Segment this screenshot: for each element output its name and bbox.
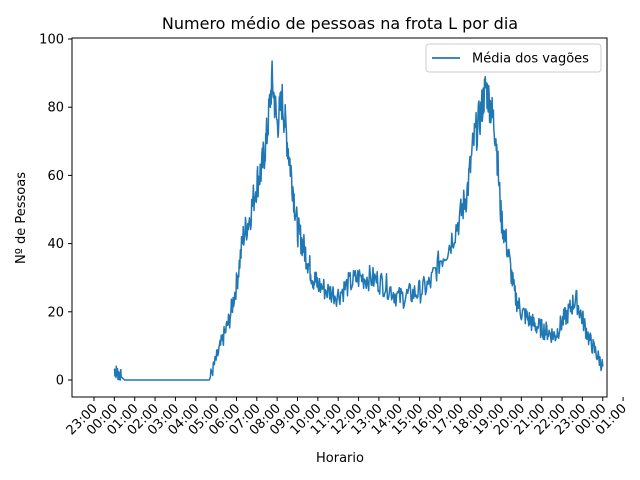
y-axis-label: Nº de Pessoas bbox=[14, 172, 29, 264]
y-axis: 0 20 40 60 80 100 bbox=[39, 33, 72, 389]
legend-frame bbox=[425, 43, 602, 73]
series-line-media-dos-vagoes bbox=[113, 60, 604, 381]
y-tick-label: 100 bbox=[39, 33, 64, 48]
plot-area bbox=[71, 37, 608, 398]
y-tick-label: 60 bbox=[47, 169, 64, 184]
legend-label: Média dos vagões bbox=[472, 52, 589, 67]
plot-frame bbox=[71, 37, 608, 398]
chart-title: Numero médio de pessoas na frota L por d… bbox=[162, 14, 518, 33]
y-tick-label: 80 bbox=[47, 101, 64, 116]
x-axis: 23:0000:0001:0002:0003:0004:0005:0006:00… bbox=[64, 397, 630, 438]
x-axis-label: Horario bbox=[316, 451, 364, 466]
legend: Média dos vagões bbox=[425, 43, 602, 73]
y-tick-label: 40 bbox=[47, 237, 64, 252]
y-tick-label: 20 bbox=[47, 305, 64, 320]
y-tick-label: 0 bbox=[56, 374, 64, 389]
